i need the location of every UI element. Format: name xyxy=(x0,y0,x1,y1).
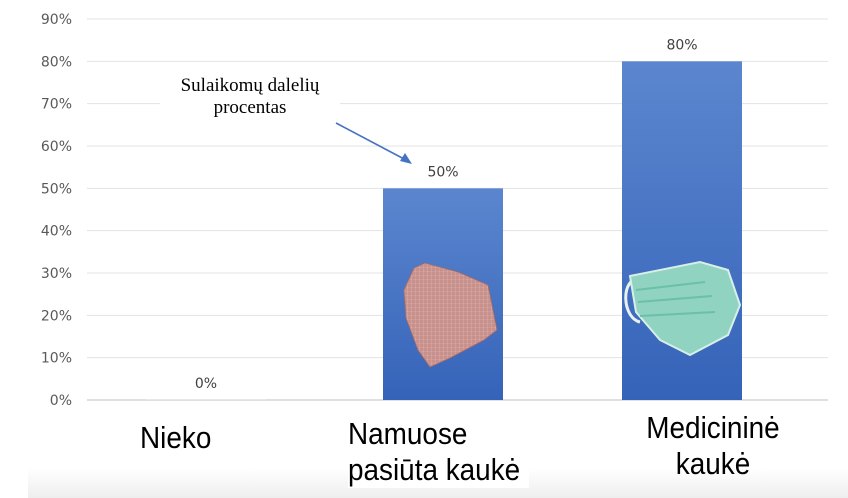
annotation-line-1: Sulaikomų dalelių xyxy=(180,75,320,96)
y-tick-label: 30% xyxy=(41,266,72,282)
data-label: 0% xyxy=(195,376,217,392)
y-tick-label: 20% xyxy=(41,308,72,324)
annotation-line-2: procentas xyxy=(213,97,287,118)
category-label-medicinine: Medicininė kaukė xyxy=(632,410,794,482)
y-tick-label: 50% xyxy=(41,181,72,197)
category-label-nieko: Nieko xyxy=(140,420,211,456)
category-line: Medicininė xyxy=(646,410,780,445)
category-line: Namuose xyxy=(348,416,468,451)
y-tick-label: 10% xyxy=(41,351,72,367)
bar xyxy=(146,399,266,400)
arrow-head-icon xyxy=(400,153,412,164)
y-tick-label: 0% xyxy=(50,393,72,409)
category-line: Nieko xyxy=(140,420,212,455)
category-line: kaukė xyxy=(675,446,751,481)
data-label: 80% xyxy=(666,37,697,53)
y-tick-label: 90% xyxy=(41,12,72,28)
y-tick-label: 40% xyxy=(41,224,72,240)
y-tick-label: 60% xyxy=(41,139,72,155)
category-label-namuose: Namuose pasiūta kaukė xyxy=(348,416,530,488)
cloth-mask-icon xyxy=(403,262,498,368)
y-tick-label: 70% xyxy=(41,97,72,113)
annotation-arrow xyxy=(335,122,407,161)
y-tick-label: 80% xyxy=(41,54,72,70)
surgical-mask-icon xyxy=(624,260,742,357)
data-label: 50% xyxy=(427,164,458,180)
annotation: Sulaikomų dalelių procentas xyxy=(160,75,340,119)
category-line: pasiūta kaukė xyxy=(348,452,521,487)
